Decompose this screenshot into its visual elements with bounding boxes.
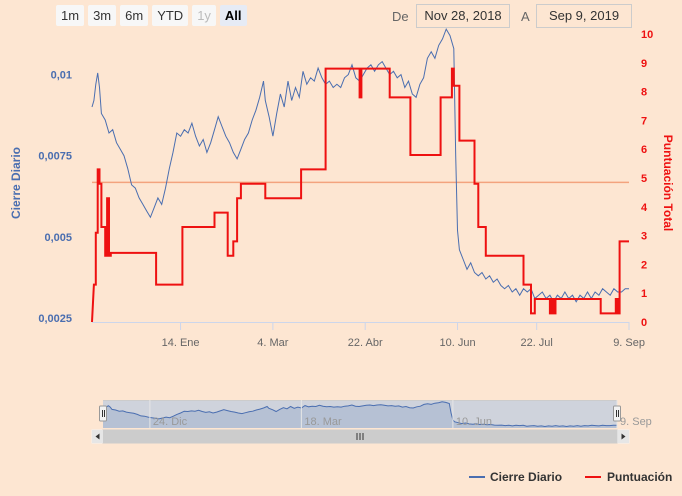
right-axis-title: Puntuación Total — [661, 135, 675, 231]
left-tick-label: 0,0025 — [38, 313, 72, 325]
right-tick-label: 5 — [641, 173, 647, 185]
navigator-tick-label: 18. Mar — [304, 416, 342, 428]
x-tick-label: 9. Sep — [613, 337, 645, 349]
x-tick-label: 10. Jun — [439, 337, 475, 349]
to-date-label: A — [521, 9, 530, 24]
navigator-tick-label: 10. Jun — [456, 416, 492, 428]
right-tick-label: 3 — [641, 231, 647, 243]
navigator-series-line — [102, 401, 617, 428]
right-tick-label: 7 — [641, 115, 647, 127]
right-tick-label: 6 — [641, 144, 647, 156]
to-date-input[interactable]: Sep 9, 2019 — [536, 4, 632, 28]
range-btn-1m[interactable]: 1m — [56, 5, 85, 26]
x-tick-label: 4. Mar — [257, 337, 289, 349]
range-selector: 1m 3m 6m YTD 1y All — [56, 5, 247, 26]
navigator-mask — [103, 400, 617, 428]
right-tick-label: 1 — [641, 288, 647, 300]
left-axis-title: Cierre Diario — [9, 147, 23, 219]
range-btn-6m[interactable]: 6m — [120, 5, 149, 26]
x-tick-label: 14. Ene — [162, 337, 200, 349]
scrollbar-thumb — [102, 429, 618, 444]
legend-label-cierre-diario: Cierre Diario — [490, 470, 562, 484]
navigator-series-area — [103, 401, 617, 428]
navigator-handle — [613, 405, 621, 422]
right-tick-label: 9 — [641, 58, 647, 70]
scrollbar-track — [91, 429, 630, 444]
right-tick-label: 10 — [641, 29, 653, 41]
right-tick-label: 4 — [641, 202, 648, 214]
right-tick-label: 8 — [641, 87, 647, 99]
left-tick-label: 0,0075 — [38, 151, 72, 163]
scrollbar-right-button — [618, 430, 629, 443]
range-btn-1y: 1y — [192, 5, 216, 26]
left-tick-label: 0,01 — [51, 70, 72, 82]
x-tick-label: 22. Jul — [520, 337, 552, 349]
navigator-handle — [99, 405, 107, 422]
series-puntuacion-line — [91, 67, 629, 323]
left-tick-label: 0,005 — [44, 232, 72, 244]
scrollbar-left-arrow-icon — [95, 433, 100, 440]
navigator-tick-label: 24. Dic — [153, 416, 188, 428]
right-tick-label: 2 — [641, 259, 647, 271]
navigator-tick-label: 9. Sep — [620, 416, 652, 428]
x-tick-label: 22. Abr — [348, 337, 383, 349]
range-btn-all[interactable]: All — [219, 5, 247, 26]
scrollbar-left-button — [92, 430, 103, 443]
range-btn-ytd[interactable]: YTD — [152, 5, 189, 26]
from-date-label: De — [392, 9, 409, 24]
series-cierre-diario-line — [91, 27, 629, 303]
scrollbar-right-arrow-icon — [621, 433, 626, 440]
right-tick-label: 0 — [641, 317, 647, 329]
legend-label-puntuacion: Puntuación — [607, 470, 672, 484]
range-btn-3m[interactable]: 3m — [88, 5, 117, 26]
from-date-input[interactable]: Nov 28, 2018 — [416, 4, 510, 28]
